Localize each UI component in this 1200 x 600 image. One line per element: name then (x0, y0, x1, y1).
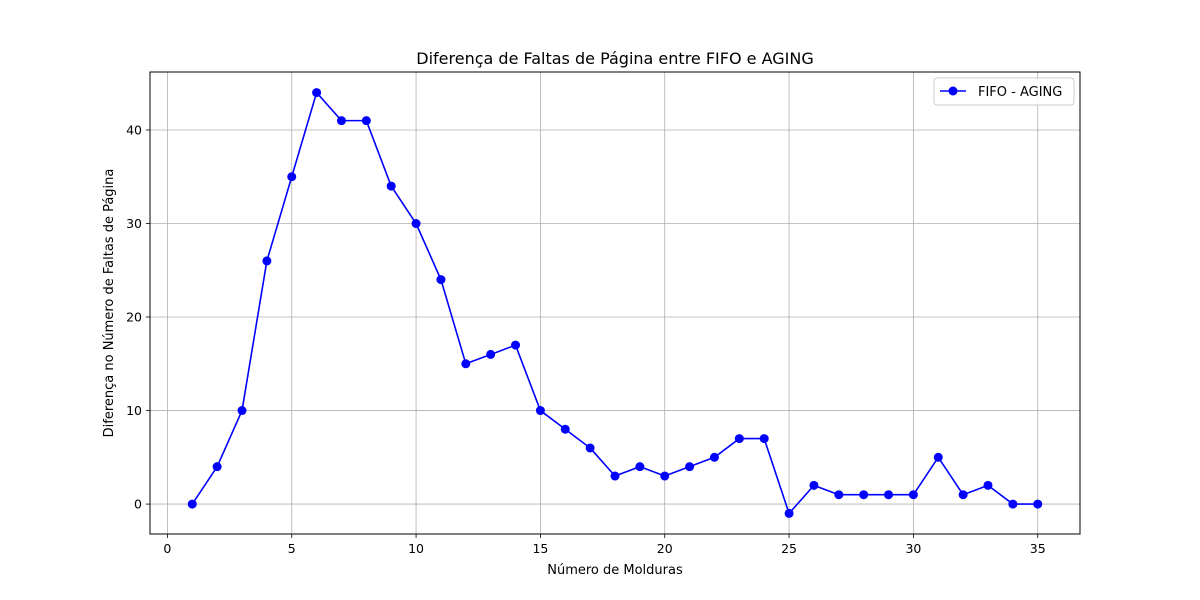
data-point (610, 471, 620, 481)
x-tick-label: 35 (1030, 541, 1046, 556)
x-tick-label: 25 (781, 541, 797, 556)
data-point (859, 490, 869, 500)
x-tick-label: 10 (408, 541, 424, 556)
data-point (486, 349, 496, 359)
data-point (187, 499, 197, 509)
x-tick-label: 15 (532, 541, 548, 556)
data-point (734, 434, 744, 444)
data-point (287, 172, 297, 182)
data-point (958, 490, 968, 500)
data-point (336, 116, 346, 126)
plot-frame (149, 71, 1081, 535)
data-point (262, 256, 272, 266)
data-point (1033, 499, 1043, 509)
data-point (436, 275, 446, 285)
legend-box (933, 77, 1075, 106)
data-point (685, 462, 695, 472)
chart-title: Diferença de Faltas de Página entre FIFO… (416, 49, 813, 68)
data-point (312, 88, 322, 98)
series-line (191, 91, 1038, 515)
data-point (635, 462, 645, 472)
data-point (411, 219, 421, 229)
data-point (908, 490, 918, 500)
data-point (884, 490, 894, 500)
x-axis-label: Número de Molduras (547, 563, 683, 578)
data-point (1008, 499, 1018, 509)
data-point (585, 443, 595, 453)
grid (150, 72, 1080, 534)
y-tick-label: 40 (126, 122, 142, 137)
data-point (212, 462, 222, 472)
y-axis-label: Diferença no Número de Faltas de Página (102, 169, 117, 438)
legend-label: FIFO - AGING (978, 85, 1062, 100)
y-tick-label: 20 (126, 310, 142, 325)
x-tick-label: 0 (163, 541, 171, 556)
data-point (983, 480, 993, 490)
data-point (461, 359, 471, 369)
ticks: 0 5 10 15 20 25 30 35 0 10 20 30 40 (126, 122, 1046, 556)
data-point (361, 116, 371, 126)
data-point (535, 406, 545, 416)
data-point (784, 508, 794, 518)
x-tick-label: 5 (288, 541, 296, 556)
data-point (386, 181, 396, 191)
x-tick-label: 30 (905, 541, 921, 556)
data-point (809, 480, 819, 490)
data-point (560, 424, 570, 434)
legend-marker (948, 86, 958, 96)
x-tick-label: 20 (657, 541, 673, 556)
legend: FIFO - AGING (933, 77, 1075, 106)
data-point (237, 406, 247, 416)
y-tick-label: 0 (134, 497, 142, 512)
data-point (660, 471, 670, 481)
data-point (511, 340, 521, 350)
data-point (709, 452, 719, 462)
y-tick-label: 30 (126, 216, 142, 231)
data-point (759, 434, 769, 444)
data-point (933, 452, 943, 462)
y-tick-label: 10 (126, 403, 142, 418)
series-layer (187, 88, 1043, 518)
data-point (834, 490, 844, 500)
